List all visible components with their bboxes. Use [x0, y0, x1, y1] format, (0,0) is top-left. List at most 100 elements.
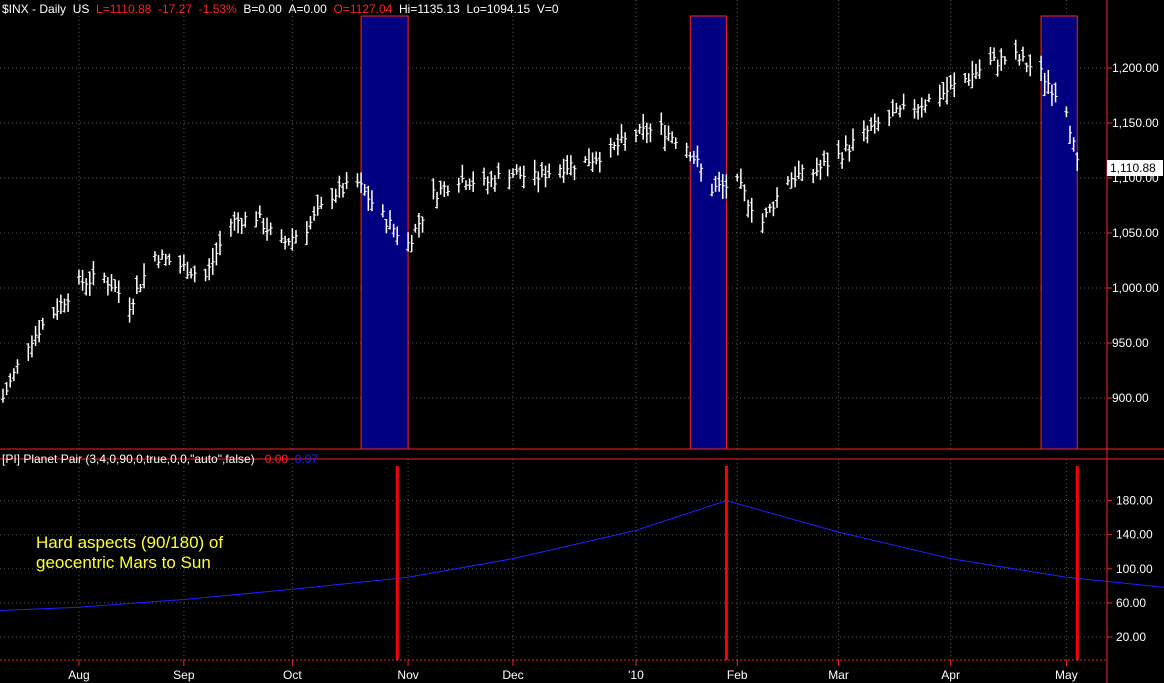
price-bar — [514, 164, 519, 175]
price-bar — [749, 197, 754, 223]
price-bar — [163, 253, 168, 266]
indicator-axis-label: 20.00 — [1116, 630, 1146, 644]
date-axis-label: Aug — [68, 668, 89, 682]
price-bar — [8, 373, 13, 388]
price-bar — [76, 269, 81, 285]
date-axis-label: '10 — [628, 668, 644, 682]
price-axis-label: 1,000.00 — [1112, 281, 1159, 295]
separator: - — [28, 2, 40, 16]
price-bar — [814, 157, 819, 177]
indicator-axis-label: 60.00 — [1116, 596, 1146, 610]
price-bar — [724, 174, 729, 199]
price-bar — [521, 165, 526, 189]
aspect-markers — [395, 466, 1079, 660]
price-axis-label: 950.00 — [1112, 336, 1149, 350]
date-axis-label: Sep — [173, 668, 195, 682]
indicator-value-blue: 0.97 — [294, 452, 319, 466]
price-bar — [963, 72, 968, 84]
price-bar — [456, 177, 461, 193]
price-bar — [847, 144, 852, 162]
change-pct: -1.53% — [198, 2, 237, 16]
price-bar — [333, 188, 338, 203]
price-bar — [615, 134, 620, 156]
price-bar — [29, 335, 34, 358]
price-bar — [286, 237, 291, 246]
price-bar — [210, 247, 215, 275]
price-bar — [26, 343, 31, 361]
price-bar — [319, 196, 324, 209]
price-bar — [872, 113, 877, 134]
price-bar — [134, 275, 139, 295]
price-bar — [633, 129, 638, 143]
date-axis-label: Nov — [397, 668, 418, 682]
price-bars — [1, 39, 1080, 403]
price-bar — [485, 176, 490, 195]
date-axis-label: May — [1055, 668, 1078, 682]
price-bar — [445, 185, 450, 197]
price-bar — [1049, 84, 1054, 106]
price-bar — [160, 249, 165, 260]
price-axis-label: 1,200.00 — [1112, 61, 1159, 75]
last-price-tag: 1,110.88 — [1107, 160, 1163, 176]
low: Lo=1094.15 — [466, 2, 531, 16]
price-bar — [152, 251, 157, 262]
price-bar — [695, 145, 700, 168]
price-bar — [539, 162, 544, 178]
price-bar — [970, 60, 975, 89]
price-bar — [977, 59, 982, 79]
price-bar — [1039, 55, 1044, 82]
price-bar — [330, 188, 335, 210]
price-bar — [460, 164, 465, 183]
price-bar — [228, 218, 233, 237]
price-bar — [973, 63, 978, 80]
price-bar — [532, 159, 537, 186]
price-bar — [131, 298, 136, 315]
price-bar — [510, 168, 515, 178]
indicator-axis-label: 180.00 — [1116, 494, 1153, 508]
date-axis-label: Dec — [502, 668, 523, 682]
price-bar — [699, 163, 704, 182]
price-bar — [492, 175, 497, 192]
price-bar — [416, 213, 421, 238]
price-bar — [608, 137, 613, 158]
price-bar — [1075, 152, 1080, 171]
price-bar — [843, 135, 848, 152]
price-bar — [945, 77, 950, 105]
price-bar — [15, 359, 20, 374]
price-bar — [11, 368, 16, 382]
price-bar — [192, 265, 197, 283]
price-bar — [167, 253, 172, 265]
price-bar — [688, 151, 693, 162]
price-bar — [337, 175, 342, 198]
ask: A=0.00 — [288, 2, 327, 16]
price-bar — [482, 167, 487, 186]
price-bar — [435, 191, 440, 209]
price-bar — [966, 73, 971, 86]
price-bar — [583, 156, 588, 163]
date-axis-label: Feb — [727, 668, 748, 682]
price-bar — [1017, 54, 1022, 66]
indicator-axis-label: 140.00 — [1116, 528, 1153, 542]
symbol: $INX — [2, 2, 29, 16]
price-bar — [713, 175, 718, 192]
price-bar — [901, 93, 906, 110]
price-bar — [876, 116, 881, 132]
price-header: $INX - Daily US L=1110.88 -17.27 -1.53% … — [2, 2, 559, 16]
price-bar — [775, 187, 780, 208]
price-bar — [304, 221, 309, 246]
price-bar — [586, 148, 591, 167]
price-bar — [116, 280, 121, 304]
price-bar — [181, 254, 186, 271]
price-bar — [254, 211, 259, 228]
price-bar — [717, 171, 722, 192]
price-bar — [344, 172, 349, 190]
price-bar — [239, 217, 244, 234]
highlight-window — [360, 15, 409, 450]
price-axis-label: 1,050.00 — [1112, 226, 1159, 240]
price-bar — [178, 255, 183, 274]
price-bar — [543, 165, 548, 188]
price-bar — [293, 230, 298, 244]
price-bar — [594, 151, 599, 165]
price-bar — [869, 117, 874, 131]
date-axis-labels: Aug Sep Oct Nov Dec '10 Feb Mar Apr May — [68, 660, 1078, 682]
